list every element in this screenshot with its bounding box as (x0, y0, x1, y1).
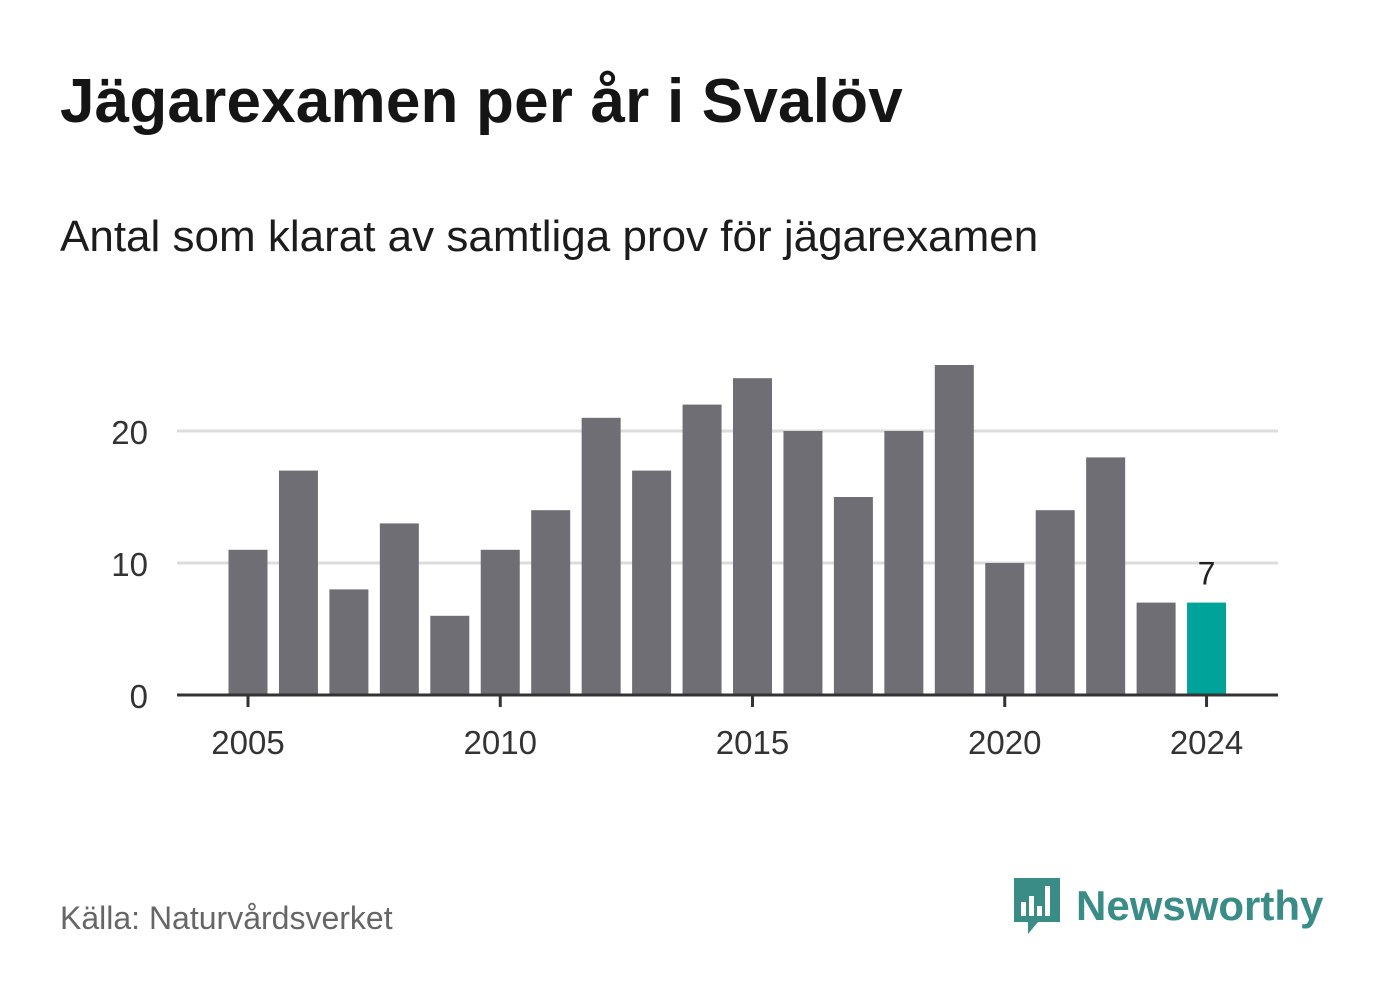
bar-chart-speech-bubble-icon (1014, 878, 1060, 934)
bar-2010 (480, 549, 520, 695)
chart-subtitle: Antal som klarat av samtliga prov för jä… (60, 212, 1039, 261)
source-note: Källa: Naturvårdsverket (60, 900, 393, 936)
bar-2021 (1035, 510, 1075, 695)
highlight-value-label: 7 (1198, 556, 1216, 592)
bar-2005 (228, 549, 268, 695)
chart-title: Jägarexamen per år i Svalöv (60, 67, 903, 136)
y-tick-label-10: 10 (111, 546, 148, 583)
bar-2024 (1187, 602, 1227, 695)
x-tick-label-2024: 2024 (1170, 724, 1243, 761)
bar-2016 (783, 431, 823, 695)
bar-2015 (733, 378, 772, 695)
bar-2019 (934, 365, 974, 695)
bar-2023 (1136, 602, 1176, 695)
x-tick-label-2005: 2005 (211, 724, 284, 761)
bar-2020 (985, 563, 1025, 695)
x-tick-label-2010: 2010 (464, 724, 537, 761)
brand-name: Newsworthy (1076, 882, 1324, 929)
y-tick-label-20: 20 (111, 414, 148, 451)
bar-2013 (632, 470, 672, 695)
bar-2006 (278, 470, 318, 695)
bar-2012 (581, 417, 621, 695)
x-tick-label-2020: 2020 (968, 724, 1041, 761)
bar-2007 (329, 589, 369, 695)
bar-2017 (833, 497, 873, 695)
brand-logo[interactable]: Newsworthy (1012, 876, 1323, 936)
bar-2014 (682, 404, 722, 695)
bar-2018 (884, 431, 924, 695)
bar-2009 (430, 615, 470, 695)
bar-2022 (1086, 457, 1126, 695)
y-tick-label-0: 0 (130, 678, 148, 715)
bar-2008 (379, 523, 419, 695)
x-tick-label-2015: 2015 (716, 724, 789, 761)
bar-2011 (531, 510, 571, 695)
